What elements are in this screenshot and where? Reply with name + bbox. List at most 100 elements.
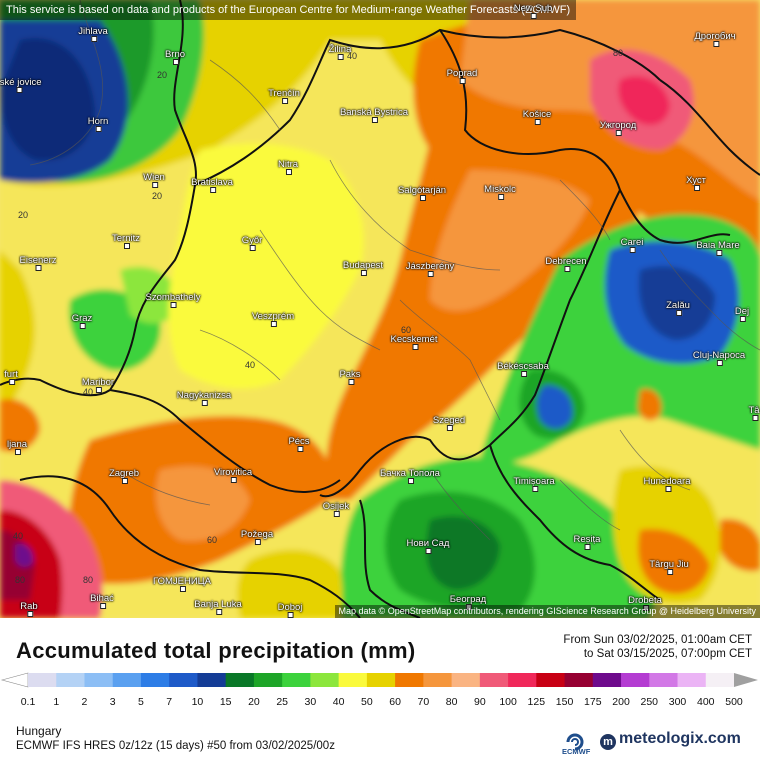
- city-label: ГОМЈЕНИЦА: [152, 576, 212, 592]
- scale-label: 7: [166, 696, 173, 708]
- meteologix-logo[interactable]: m meteologix.com: [600, 730, 741, 750]
- scale-swatch: [140, 673, 170, 687]
- city-label: Drobeta: [628, 595, 662, 611]
- scale-swatch: [395, 673, 424, 687]
- city-label: Poprad: [446, 68, 478, 84]
- scale-label: 175: [584, 696, 602, 708]
- ecmwf-logo-text: ECMWF: [562, 747, 591, 756]
- city-label: Győr: [241, 235, 263, 251]
- scale-label: 2: [81, 696, 88, 708]
- city-label: Trenčín: [268, 88, 300, 104]
- city-label: Rab: [20, 601, 38, 617]
- city-label: Kecskemét: [390, 334, 438, 350]
- model-run-info: ECMWF IFS HRES 0z/12z (15 days) #50 from…: [16, 740, 335, 752]
- contour-label: 80: [14, 575, 26, 585]
- scale-label: 5: [138, 696, 144, 708]
- scale-swatch: [451, 673, 481, 687]
- city-label: Békéscsaba: [497, 361, 549, 377]
- city-label: Hunedoara: [643, 476, 691, 492]
- city-label: ljana: [6, 439, 28, 455]
- city-label: Zalău: [666, 300, 690, 316]
- scale-label: 50: [361, 696, 373, 708]
- scale-swatch: [56, 673, 85, 687]
- city-label: Nagykanizsa: [176, 390, 232, 406]
- scale-swatch: [225, 673, 255, 687]
- scale-swatch: [592, 673, 622, 687]
- scale-low-arrow: [0, 672, 29, 688]
- city-label: Bihać: [90, 593, 114, 609]
- region-borders: [29, 0, 760, 541]
- contour-label: 40: [346, 51, 358, 61]
- city-label: Miskolc: [484, 184, 516, 200]
- city-label: Košice: [522, 109, 552, 125]
- scale-label: 250: [640, 696, 659, 708]
- ecmwf-attribution: This service is based on data and produc…: [0, 0, 577, 20]
- scale-label: 40: [332, 696, 345, 708]
- scale-label: 70: [417, 696, 430, 708]
- city-label: eské jovice: [0, 77, 42, 93]
- city-label: Paks: [339, 369, 361, 385]
- city-label: Veszprém: [251, 311, 295, 327]
- scale-swatch: [508, 673, 537, 687]
- scale-label: 15: [219, 696, 232, 708]
- city-label: Budapest: [342, 260, 384, 276]
- city-label: Београд: [449, 594, 487, 610]
- city-label: Žilina: [328, 44, 352, 60]
- contour-label: 20: [151, 191, 163, 201]
- scale-label: 200: [612, 696, 630, 708]
- scale-label: 10: [191, 696, 204, 708]
- city-label: Virovitica: [213, 467, 253, 483]
- color-scale-bar: [0, 672, 758, 688]
- scale-label: 100: [499, 696, 517, 708]
- city-label: New Sub: [513, 3, 553, 19]
- precipitation-field: [0, 0, 760, 618]
- scale-label: 3: [109, 696, 116, 708]
- city-label: Osijek: [322, 501, 350, 517]
- period-from: From Sun 03/02/2025, 01:00am CET: [563, 634, 752, 646]
- city-label: Хуст: [686, 175, 706, 191]
- scale-label: 20: [248, 696, 260, 708]
- meteologix-logo-text: meteologix.com: [619, 730, 741, 747]
- region-name: Hungary: [16, 724, 62, 738]
- city-label: Graz: [71, 313, 93, 329]
- meteologix-mark-icon: m: [600, 734, 616, 750]
- city-label: Timișoara: [513, 476, 555, 492]
- contour-label: 40: [244, 360, 256, 370]
- period-to: to Sat 03/15/2025, 07:00pm CET: [583, 648, 752, 660]
- country-borders: [0, 0, 760, 618]
- city-label: Jászberény: [405, 261, 455, 277]
- scale-swatch: [310, 673, 340, 687]
- city-label: Wien: [143, 172, 165, 188]
- city-label: Târgu Jiu: [649, 559, 689, 575]
- scale-label: 400: [696, 696, 715, 708]
- map-data-attribution: Map data © OpenStreetMap contributors, r…: [334, 605, 760, 618]
- city-label: Дрогобич: [694, 31, 736, 47]
- ecmwf-logo-icon: [566, 733, 584, 751]
- city-label: Doboj: [277, 602, 303, 618]
- scale-label: 1: [53, 696, 60, 708]
- scale-swatch: [282, 673, 311, 687]
- city-label: furt: [4, 369, 18, 385]
- scale-label: 80: [445, 696, 458, 708]
- scale-swatch: [253, 673, 283, 687]
- contour-label: 20: [17, 210, 29, 220]
- legend-panel: Accumulated total precipitation (mm) Fro…: [0, 618, 760, 760]
- map-title: Accumulated total precipitation (mm): [16, 638, 416, 663]
- city-label: Banja Luka: [194, 599, 242, 615]
- scale-swatch: [28, 673, 57, 687]
- city-label: Ужгород: [599, 120, 637, 136]
- city-label: Carei: [620, 237, 644, 253]
- scale-high-arrow: [734, 673, 758, 687]
- color-scale-labels: 0.1 1 2 3 5 7 10 15 20 25 30 40 50 60 70 80 90 100 125 150 1…: [0, 696, 760, 710]
- scale-swatch: [423, 673, 453, 687]
- precipitation-map[interactable]: This service is based on data and produc…: [0, 0, 760, 618]
- scale-swatch: [366, 673, 396, 687]
- city-label: Baia Mare: [696, 240, 740, 256]
- scale-swatch: [705, 673, 735, 687]
- scale-label: 30: [304, 696, 317, 708]
- scale-label: 125: [527, 696, 546, 708]
- city-label: Maribor: [81, 377, 115, 393]
- city-label: Reșița: [573, 534, 601, 550]
- scale-swatch: [649, 673, 679, 687]
- city-label: Нови Сад: [406, 538, 450, 554]
